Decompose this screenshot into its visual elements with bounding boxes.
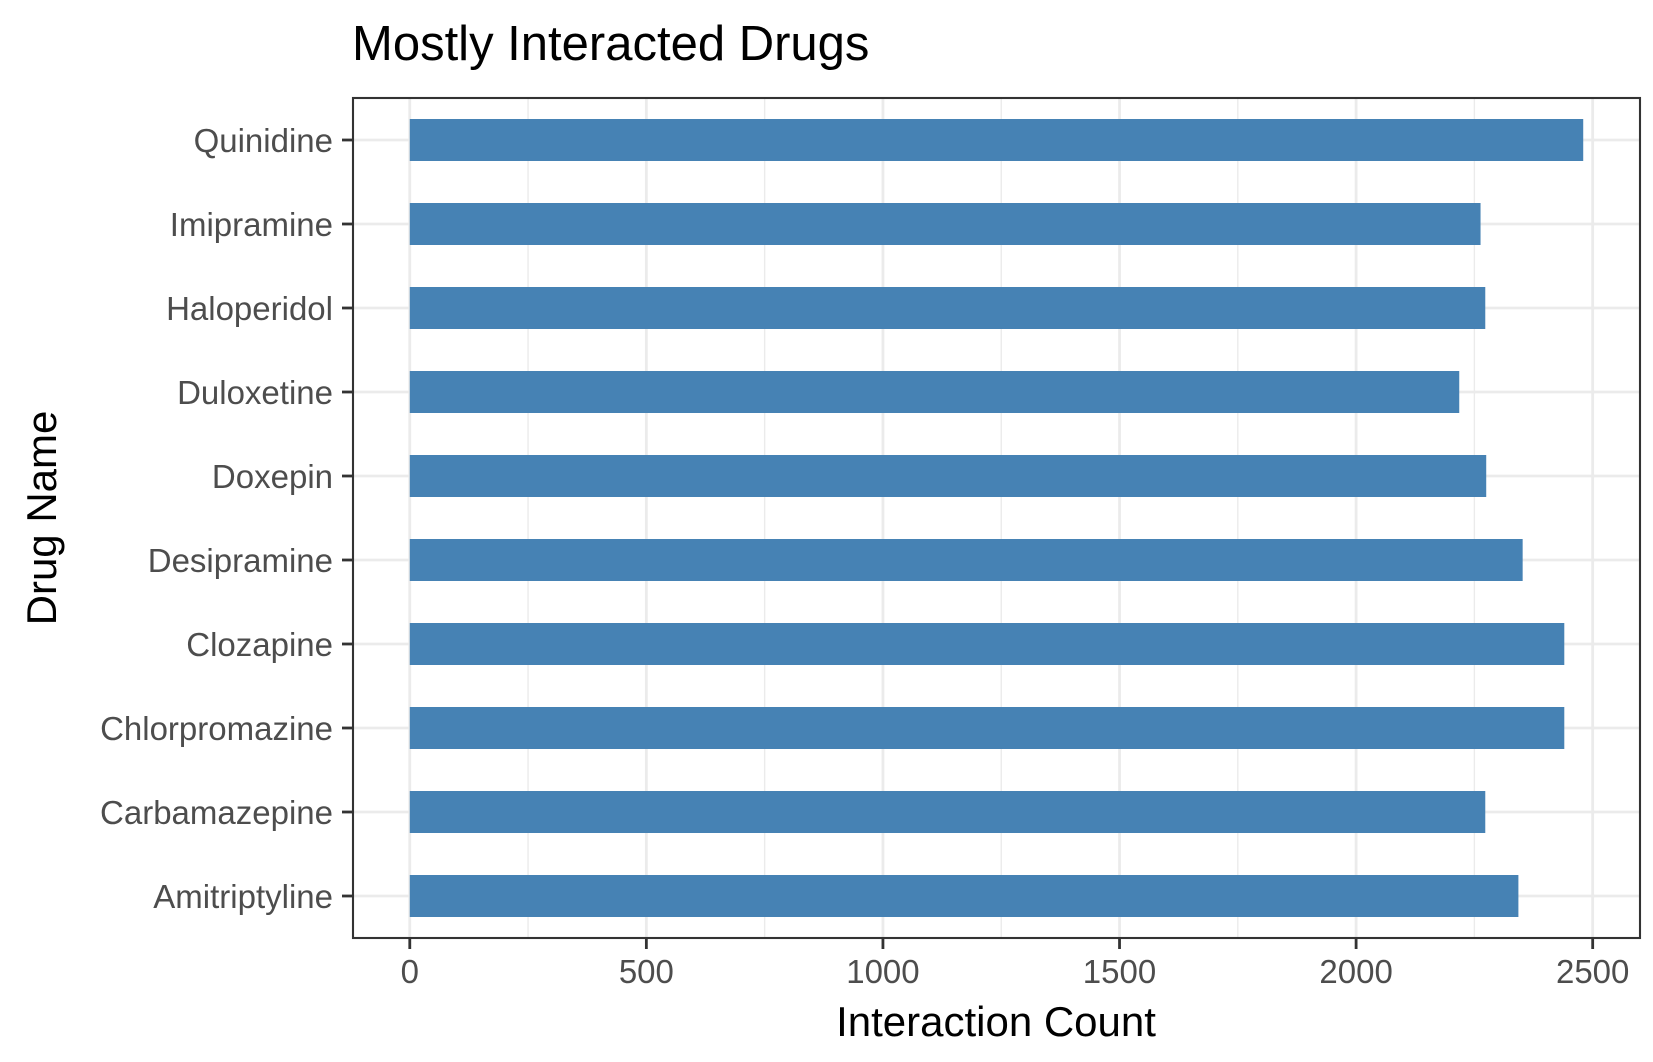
x-tick-label: 2000 bbox=[1319, 953, 1392, 990]
panel-border bbox=[351, 96, 1642, 940]
y-tick-label: Clozapine bbox=[186, 626, 333, 663]
bar-clozapine bbox=[409, 623, 1565, 665]
x-tick-label: 500 bbox=[619, 953, 674, 990]
y-tick-label: Duloxetine bbox=[177, 374, 333, 411]
y-tick-label: Desipramine bbox=[148, 542, 333, 579]
chart-title: Mostly Interacted Drugs bbox=[352, 17, 869, 71]
x-axis: 0 500 1000 1500 2000 2500 bbox=[401, 938, 1629, 990]
y-tick-label: Imipramine bbox=[170, 206, 333, 243]
bar-haloperidol bbox=[409, 287, 1486, 329]
y-tick-label: Chlorpromazine bbox=[100, 710, 333, 747]
y-axis: Quinidine Imipramine Haloperidol Duloxetine… bbox=[100, 122, 353, 915]
x-axis-title: Interaction Count bbox=[836, 998, 1156, 1045]
bar-chlorpromazine bbox=[409, 707, 1565, 749]
y-tick-label: Quinidine bbox=[194, 122, 333, 159]
bar-duloxetine bbox=[409, 371, 1460, 413]
bar-quinidine bbox=[409, 119, 1584, 161]
x-tick-label: 2500 bbox=[1556, 953, 1629, 990]
y-tick-label: Doxepin bbox=[212, 458, 333, 495]
y-tick-label: Amitriptyline bbox=[153, 878, 333, 915]
y-axis-title: Drug Name bbox=[18, 411, 65, 626]
bar-desipramine bbox=[409, 539, 1523, 581]
bar-amitriptyline bbox=[409, 875, 1519, 917]
x-tick-label: 1000 bbox=[846, 953, 919, 990]
y-tick-label: Haloperidol bbox=[166, 290, 333, 327]
y-tick-label: Carbamazepine bbox=[100, 794, 333, 831]
x-tick-label: 0 bbox=[401, 953, 419, 990]
bar-carbamazepine bbox=[409, 791, 1486, 833]
bars bbox=[409, 119, 1584, 917]
x-tick-label: 1500 bbox=[1083, 953, 1156, 990]
bar-imipramine bbox=[409, 203, 1481, 245]
bar-doxepin bbox=[409, 455, 1487, 497]
